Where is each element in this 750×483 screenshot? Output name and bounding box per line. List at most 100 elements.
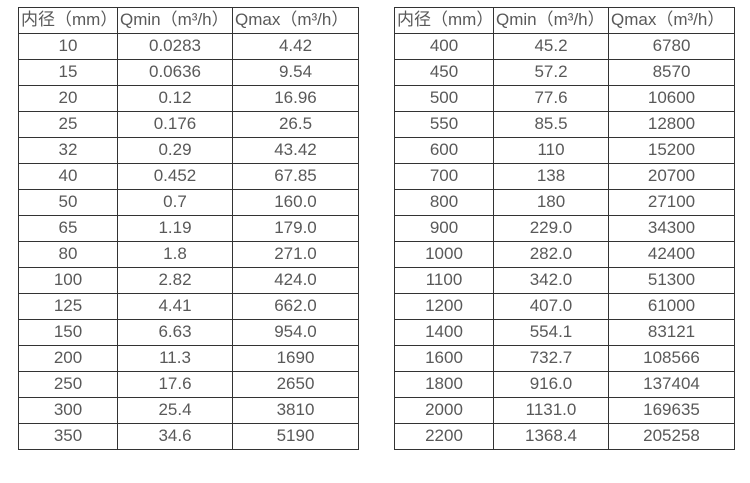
qmin-cell: 85.5: [493, 111, 609, 138]
column-header: Qmin（m³/h）: [117, 7, 233, 34]
column-header: 内径（mm）: [18, 7, 118, 34]
qmin-cell: 2.82: [117, 267, 233, 294]
qmax-cell: 2650: [232, 371, 359, 398]
table-row: 20 0.12 16.96: [18, 85, 359, 112]
qmax-cell: 83121: [608, 319, 735, 346]
header-row: 内径（mm） Qmin（m³/h） Qmax（m³/h）: [18, 7, 359, 34]
qmax-cell: 160.0: [232, 189, 359, 216]
table-row: 1100 342.0 51300: [394, 267, 735, 294]
qmin-cell: 916.0: [493, 371, 609, 398]
qmin-cell: 0.0283: [117, 33, 233, 60]
diameter-cell: 600: [394, 137, 494, 164]
qmax-cell: 8570: [608, 59, 735, 86]
qmin-cell: 0.0636: [117, 59, 233, 86]
flow-table-large-diameters: 内径（mm） Qmin（m³/h） Qmax（m³/h） 400 45.2 6780 45…: [394, 7, 735, 450]
table-row: 150 6.63 954.0: [18, 319, 359, 346]
qmin-cell: 1.19: [117, 215, 233, 242]
qmin-cell: 0.452: [117, 163, 233, 190]
diameter-cell: 32: [18, 137, 118, 164]
qmin-cell: 282.0: [493, 241, 609, 268]
qmax-cell: 271.0: [232, 241, 359, 268]
diameter-cell: 1600: [394, 345, 494, 372]
qmax-cell: 169635: [608, 397, 735, 424]
diameter-cell: 1000: [394, 241, 494, 268]
qmin-cell: 1131.0: [493, 397, 609, 424]
qmin-cell: 1368.4: [493, 423, 609, 450]
table-row: 2000 1131.0 169635: [394, 397, 735, 424]
qmax-cell: 12800: [608, 111, 735, 138]
qmax-cell: 27100: [608, 189, 735, 216]
table-row: 15 0.0636 9.54: [18, 59, 359, 86]
diameter-cell: 200: [18, 345, 118, 372]
qmin-cell: 342.0: [493, 267, 609, 294]
qmax-cell: 5190: [232, 423, 359, 450]
table-row: 350 34.6 5190: [18, 423, 359, 450]
column-header: Qmax（m³/h）: [232, 7, 359, 34]
table-row: 1200 407.0 61000: [394, 293, 735, 320]
diameter-cell: 40: [18, 163, 118, 190]
diameter-cell: 900: [394, 215, 494, 242]
diameter-cell: 65: [18, 215, 118, 242]
table-row: 900 229.0 34300: [394, 215, 735, 242]
table-row: 550 85.5 12800: [394, 111, 735, 138]
qmax-cell: 26.5: [232, 111, 359, 138]
diameter-cell: 150: [18, 319, 118, 346]
qmax-cell: 34300: [608, 215, 735, 242]
diameter-cell: 125: [18, 293, 118, 320]
diameter-cell: 800: [394, 189, 494, 216]
table-row: 300 25.4 3810: [18, 397, 359, 424]
header-row: 内径（mm） Qmin（m³/h） Qmax（m³/h）: [394, 7, 735, 34]
table-row: 800 180 27100: [394, 189, 735, 216]
diameter-cell: 1100: [394, 267, 494, 294]
qmax-cell: 9.54: [232, 59, 359, 86]
table-row: 450 57.2 8570: [394, 59, 735, 86]
qmin-cell: 57.2: [493, 59, 609, 86]
table-row: 700 138 20700: [394, 163, 735, 190]
qmin-cell: 0.29: [117, 137, 233, 164]
table-row: 25 0.176 26.5: [18, 111, 359, 138]
qmax-cell: 954.0: [232, 319, 359, 346]
table-row: 2200 1368.4 205258: [394, 423, 735, 450]
diameter-cell: 550: [394, 111, 494, 138]
qmax-cell: 51300: [608, 267, 735, 294]
qmax-cell: 3810: [232, 397, 359, 424]
diameter-cell: 300: [18, 397, 118, 424]
table-row: 600 110 15200: [394, 137, 735, 164]
qmin-cell: 77.6: [493, 85, 609, 112]
table-row: 80 1.8 271.0: [18, 241, 359, 268]
diameter-cell: 80: [18, 241, 118, 268]
qmax-cell: 20700: [608, 163, 735, 190]
qmin-cell: 180: [493, 189, 609, 216]
qmin-cell: 0.7: [117, 189, 233, 216]
column-header: Qmax（m³/h）: [608, 7, 735, 34]
qmin-cell: 17.6: [117, 371, 233, 398]
qmin-cell: 11.3: [117, 345, 233, 372]
qmax-cell: 10600: [608, 85, 735, 112]
flow-rate-tables-container: 内径（mm） Qmin（m³/h） Qmax（m³/h） 10 0.0283 4.42 1…: [18, 7, 735, 450]
table-row: 200 11.3 1690: [18, 345, 359, 372]
table-row: 10 0.0283 4.42: [18, 33, 359, 60]
diameter-cell: 250: [18, 371, 118, 398]
table-row: 1000 282.0 42400: [394, 241, 735, 268]
qmax-cell: 137404: [608, 371, 735, 398]
qmin-cell: 34.6: [117, 423, 233, 450]
qmin-cell: 554.1: [493, 319, 609, 346]
diameter-cell: 1200: [394, 293, 494, 320]
table-row: 1600 732.7 108566: [394, 345, 735, 372]
table-row: 32 0.29 43.42: [18, 137, 359, 164]
diameter-cell: 10: [18, 33, 118, 60]
table-row: 400 45.2 6780: [394, 33, 735, 60]
table-row: 250 17.6 2650: [18, 371, 359, 398]
column-header: 内径（mm）: [394, 7, 494, 34]
table-row: 65 1.19 179.0: [18, 215, 359, 242]
diameter-cell: 2200: [394, 423, 494, 450]
table-row: 100 2.82 424.0: [18, 267, 359, 294]
qmin-cell: 4.41: [117, 293, 233, 320]
qmin-cell: 0.12: [117, 85, 233, 112]
diameter-cell: 2000: [394, 397, 494, 424]
qmax-cell: 61000: [608, 293, 735, 320]
diameter-cell: 1800: [394, 371, 494, 398]
qmin-cell: 138: [493, 163, 609, 190]
qmin-cell: 229.0: [493, 215, 609, 242]
qmin-cell: 407.0: [493, 293, 609, 320]
